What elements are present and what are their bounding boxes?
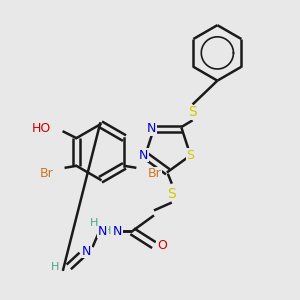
Text: N: N [147,122,157,135]
Text: O: O [157,238,167,252]
Text: Br: Br [40,167,54,180]
Text: S: S [167,187,176,201]
Text: H: H [51,262,59,272]
Text: S: S [186,149,194,162]
Text: H: H [103,226,112,236]
Text: N: N [139,149,148,162]
Text: S: S [188,105,197,119]
Text: N: N [98,225,107,238]
Text: N: N [112,225,122,238]
Text: Br: Br [147,167,161,180]
Text: N: N [82,244,91,258]
Text: H: H [90,218,99,228]
Text: HO: HO [32,122,51,135]
